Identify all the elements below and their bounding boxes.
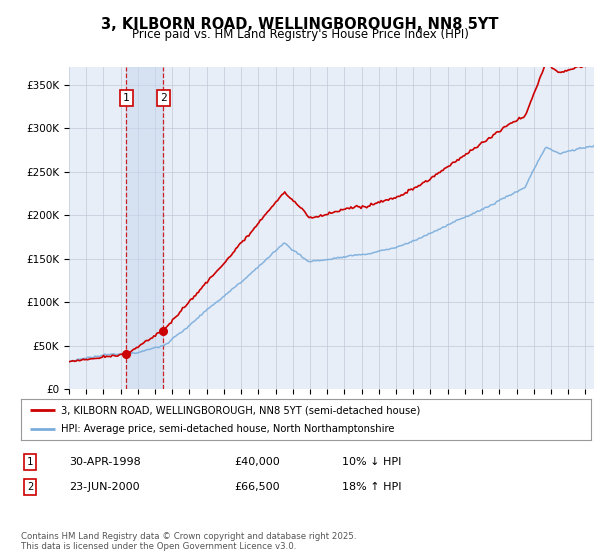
- Text: 1: 1: [123, 93, 130, 103]
- Text: 2: 2: [160, 93, 167, 103]
- Text: 1: 1: [27, 457, 33, 467]
- Text: 18% ↑ HPI: 18% ↑ HPI: [342, 482, 401, 492]
- Text: 3, KILBORN ROAD, WELLINGBOROUGH, NN8 5YT (semi-detached house): 3, KILBORN ROAD, WELLINGBOROUGH, NN8 5YT…: [61, 405, 420, 415]
- Text: 3, KILBORN ROAD, WELLINGBOROUGH, NN8 5YT: 3, KILBORN ROAD, WELLINGBOROUGH, NN8 5YT: [101, 17, 499, 32]
- Text: 2: 2: [27, 482, 33, 492]
- Text: 10% ↓ HPI: 10% ↓ HPI: [342, 457, 401, 467]
- Text: Price paid vs. HM Land Registry's House Price Index (HPI): Price paid vs. HM Land Registry's House …: [131, 28, 469, 41]
- Text: 30-APR-1998: 30-APR-1998: [69, 457, 141, 467]
- Text: 23-JUN-2000: 23-JUN-2000: [69, 482, 140, 492]
- Text: £66,500: £66,500: [234, 482, 280, 492]
- Text: HPI: Average price, semi-detached house, North Northamptonshire: HPI: Average price, semi-detached house,…: [61, 424, 394, 433]
- Text: £40,000: £40,000: [234, 457, 280, 467]
- Text: Contains HM Land Registry data © Crown copyright and database right 2025.
This d: Contains HM Land Registry data © Crown c…: [21, 532, 356, 552]
- Bar: [127, 67, 163, 389]
